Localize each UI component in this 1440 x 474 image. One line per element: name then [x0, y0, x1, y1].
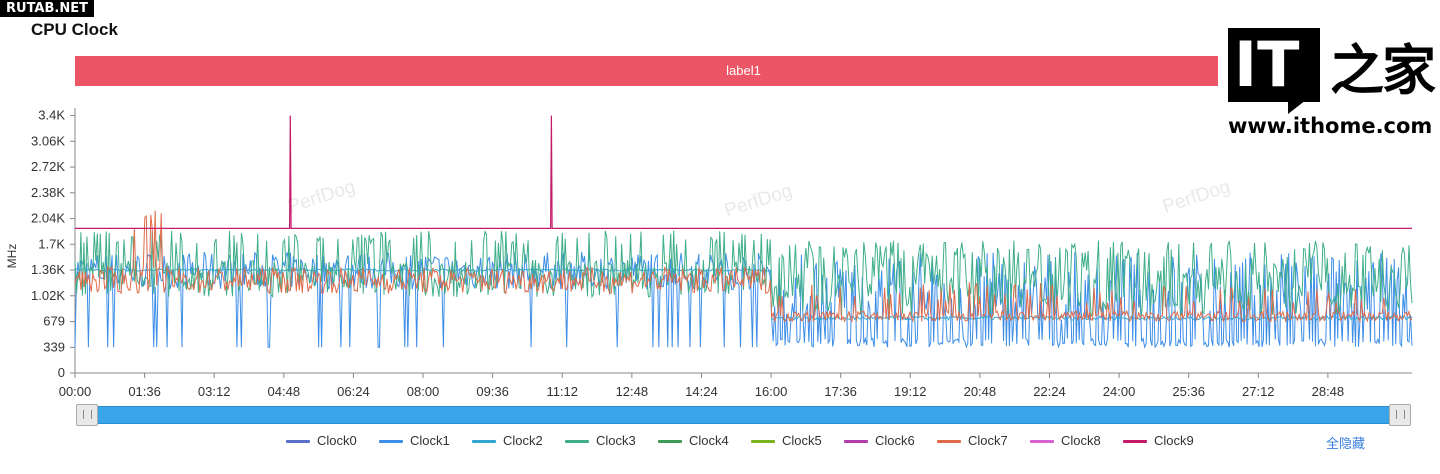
x-tick-label: 28:48: [1312, 384, 1345, 399]
x-tick-label: 01:36: [128, 384, 161, 399]
legend-swatch: [751, 440, 775, 443]
legend-label: Clock4: [689, 433, 729, 448]
legend-label: Clock5: [782, 433, 822, 448]
y-tick-label: 2.38K: [31, 185, 65, 200]
chart-title: CPU Clock: [31, 20, 118, 39]
x-tick-label: 03:12: [198, 384, 231, 399]
legend-swatch: [379, 440, 403, 443]
clock2-line: [74, 268, 1413, 322]
clock7-line: [74, 210, 1413, 324]
legend-label: Clock8: [1061, 433, 1101, 448]
x-tick-label: 08:00: [407, 384, 440, 399]
y-tick-label: 2.04K: [31, 211, 65, 226]
watermark-text: PerfDog: [1160, 176, 1233, 218]
x-tick-label: 22:24: [1033, 384, 1066, 399]
legend-label: Clock6: [875, 433, 915, 448]
legend-swatch: [1123, 440, 1147, 443]
x-tick-label: 09:36: [476, 384, 509, 399]
legend-label: Clock2: [503, 433, 543, 448]
x-tick-label: 17:36: [824, 384, 857, 399]
y-tick-label: 1.36K: [31, 262, 65, 277]
it-logo-text: IT: [1234, 28, 1300, 101]
logo-chinese-text: 之家: [1330, 38, 1436, 102]
x-tick-label: 06:24: [337, 384, 370, 399]
legend-swatch: [472, 440, 496, 443]
clock3-line: [74, 230, 1413, 318]
logo-tail-shape: [1288, 100, 1306, 114]
legend-swatch: [286, 440, 310, 443]
y-tick-label: 339: [43, 339, 65, 354]
legend-swatch: [844, 440, 868, 443]
y-tick-label: 3.06K: [31, 133, 65, 148]
x-tick-label: 20:48: [964, 384, 997, 399]
y-tick-label: 2.72K: [31, 159, 65, 174]
label-band: label1: [75, 56, 1412, 86]
x-tick-label: 14:24: [685, 384, 718, 399]
logo-url: www.ithome.com: [1228, 114, 1433, 138]
legend-label: Clock3: [596, 433, 636, 448]
x-tick-label: 00:00: [59, 384, 92, 399]
x-tick-label: 12:48: [616, 384, 649, 399]
x-tick-label: 24:00: [1103, 384, 1136, 399]
watermark-text: PerfDog: [285, 176, 358, 218]
x-tick-label: 19:12: [894, 384, 927, 399]
legend-swatch: [937, 440, 961, 443]
x-tick-label: 11:12: [546, 384, 578, 399]
clock9-line: [75, 115, 1412, 229]
x-tick-label: 16:00: [755, 384, 788, 399]
y-tick-label: 679: [43, 314, 65, 329]
legend-label: Clock1: [410, 433, 450, 448]
watermark-text: PerfDog: [722, 180, 795, 222]
it-logo-mark: IT: [1228, 28, 1320, 102]
legend-swatch: [565, 440, 589, 443]
y-axis-label: MHz: [5, 244, 19, 269]
legend-swatch: [1030, 440, 1054, 443]
y-tick-label: 1.7K: [38, 236, 65, 251]
y-tick-label: 0: [58, 365, 65, 380]
ithome-logo: IT 之家 www.ithome.com: [1218, 20, 1440, 140]
x-tick-label: 25:36: [1172, 384, 1205, 399]
y-tick-label: 3.4K: [38, 108, 65, 123]
legend-swatch: [658, 440, 682, 443]
legend-label: Clock9: [1154, 433, 1194, 448]
x-tick-label: 04:48: [268, 384, 301, 399]
x-tick-label: 27:12: [1242, 384, 1275, 399]
y-tick-label: 1.02K: [31, 288, 65, 303]
clock1-line: [74, 251, 1413, 349]
site-badge: RUTAB.NET: [0, 0, 94, 17]
legend-label: Clock7: [968, 433, 1008, 448]
zoom-slider-track[interactable]: [86, 406, 1400, 424]
zoom-slider-start-handle[interactable]: [76, 404, 98, 426]
zoom-slider-end-handle[interactable]: [1389, 404, 1411, 426]
legend-label: Clock0: [317, 433, 357, 448]
hide-all-button[interactable]: 全隐藏: [1326, 436, 1366, 451]
